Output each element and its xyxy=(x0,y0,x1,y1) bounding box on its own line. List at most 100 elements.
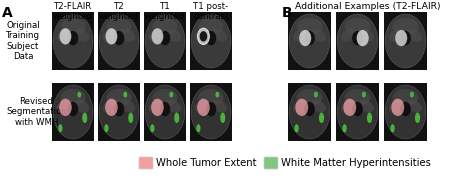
Bar xyxy=(144,12,186,70)
FancyBboxPatch shape xyxy=(139,157,153,169)
Ellipse shape xyxy=(53,85,93,139)
Ellipse shape xyxy=(415,113,420,123)
Ellipse shape xyxy=(215,92,219,98)
Ellipse shape xyxy=(406,29,422,42)
Text: Whole Tumor Extent: Whole Tumor Extent xyxy=(156,158,256,168)
Ellipse shape xyxy=(337,14,378,68)
Text: B: B xyxy=(282,6,292,20)
Ellipse shape xyxy=(310,29,326,42)
Ellipse shape xyxy=(152,28,164,45)
Ellipse shape xyxy=(151,99,164,116)
Ellipse shape xyxy=(195,29,210,42)
Ellipse shape xyxy=(169,92,173,98)
Ellipse shape xyxy=(395,30,407,46)
Ellipse shape xyxy=(77,92,81,98)
Ellipse shape xyxy=(99,14,139,68)
Ellipse shape xyxy=(362,92,366,98)
Bar xyxy=(288,12,331,70)
Ellipse shape xyxy=(392,99,404,116)
Ellipse shape xyxy=(392,89,419,106)
Ellipse shape xyxy=(356,30,369,46)
Ellipse shape xyxy=(352,102,363,116)
Ellipse shape xyxy=(406,100,422,113)
Text: T1 post-
contrast: T1 post- contrast xyxy=(193,2,229,21)
Bar xyxy=(336,12,379,70)
Ellipse shape xyxy=(341,100,357,113)
Ellipse shape xyxy=(105,99,118,116)
Bar xyxy=(190,83,232,141)
Ellipse shape xyxy=(128,113,133,123)
Ellipse shape xyxy=(200,31,207,42)
Ellipse shape xyxy=(145,85,185,139)
Ellipse shape xyxy=(299,30,311,46)
Ellipse shape xyxy=(389,100,405,113)
Ellipse shape xyxy=(358,100,374,113)
Ellipse shape xyxy=(60,18,86,35)
Ellipse shape xyxy=(310,100,326,113)
Ellipse shape xyxy=(319,113,324,123)
Ellipse shape xyxy=(197,99,210,116)
Ellipse shape xyxy=(165,29,181,42)
Ellipse shape xyxy=(160,31,170,45)
Ellipse shape xyxy=(345,89,370,106)
Ellipse shape xyxy=(114,31,124,45)
Ellipse shape xyxy=(400,31,411,45)
Bar xyxy=(384,12,427,70)
Ellipse shape xyxy=(304,31,315,45)
Ellipse shape xyxy=(211,100,227,113)
Bar xyxy=(190,12,232,70)
Ellipse shape xyxy=(59,99,72,116)
Ellipse shape xyxy=(57,100,73,113)
Ellipse shape xyxy=(119,100,135,113)
Ellipse shape xyxy=(206,31,216,45)
Ellipse shape xyxy=(149,29,164,42)
Ellipse shape xyxy=(211,29,227,42)
Ellipse shape xyxy=(153,18,178,35)
Ellipse shape xyxy=(104,124,109,132)
Ellipse shape xyxy=(149,100,164,113)
Ellipse shape xyxy=(343,99,356,116)
Bar xyxy=(336,83,379,141)
Ellipse shape xyxy=(342,124,347,132)
Text: Revised
Segmentation
with WMH: Revised Segmentation with WMH xyxy=(6,97,67,127)
Ellipse shape xyxy=(106,18,132,35)
Ellipse shape xyxy=(123,92,127,98)
Ellipse shape xyxy=(345,18,370,35)
Ellipse shape xyxy=(314,92,318,98)
Ellipse shape xyxy=(150,124,155,132)
Ellipse shape xyxy=(385,85,426,139)
Ellipse shape xyxy=(160,102,170,116)
Ellipse shape xyxy=(199,18,224,35)
Ellipse shape xyxy=(341,29,357,42)
Text: Original
Training
Subject
Data: Original Training Subject Data xyxy=(6,21,40,61)
Ellipse shape xyxy=(297,89,322,106)
Text: White Matter Hyperintensities: White Matter Hyperintensities xyxy=(281,158,431,168)
Ellipse shape xyxy=(119,29,135,42)
Ellipse shape xyxy=(297,18,322,35)
Ellipse shape xyxy=(191,85,231,139)
Ellipse shape xyxy=(358,29,374,42)
Ellipse shape xyxy=(73,29,89,42)
Ellipse shape xyxy=(295,99,308,116)
Ellipse shape xyxy=(367,113,372,123)
Bar xyxy=(384,83,427,141)
Ellipse shape xyxy=(294,124,299,132)
Text: Additional Examples (T2-FLAIR): Additional Examples (T2-FLAIR) xyxy=(295,2,440,11)
Ellipse shape xyxy=(82,113,87,123)
Ellipse shape xyxy=(114,102,124,116)
Ellipse shape xyxy=(174,113,179,123)
Ellipse shape xyxy=(206,102,216,116)
Ellipse shape xyxy=(68,102,78,116)
Ellipse shape xyxy=(400,102,411,116)
Ellipse shape xyxy=(191,14,231,68)
Ellipse shape xyxy=(389,29,405,42)
Bar xyxy=(52,12,94,70)
Ellipse shape xyxy=(198,28,210,45)
Ellipse shape xyxy=(103,29,118,42)
Ellipse shape xyxy=(289,14,330,68)
Ellipse shape xyxy=(385,14,426,68)
Ellipse shape xyxy=(195,100,210,113)
Ellipse shape xyxy=(60,28,71,45)
Ellipse shape xyxy=(103,100,118,113)
Ellipse shape xyxy=(392,18,419,35)
